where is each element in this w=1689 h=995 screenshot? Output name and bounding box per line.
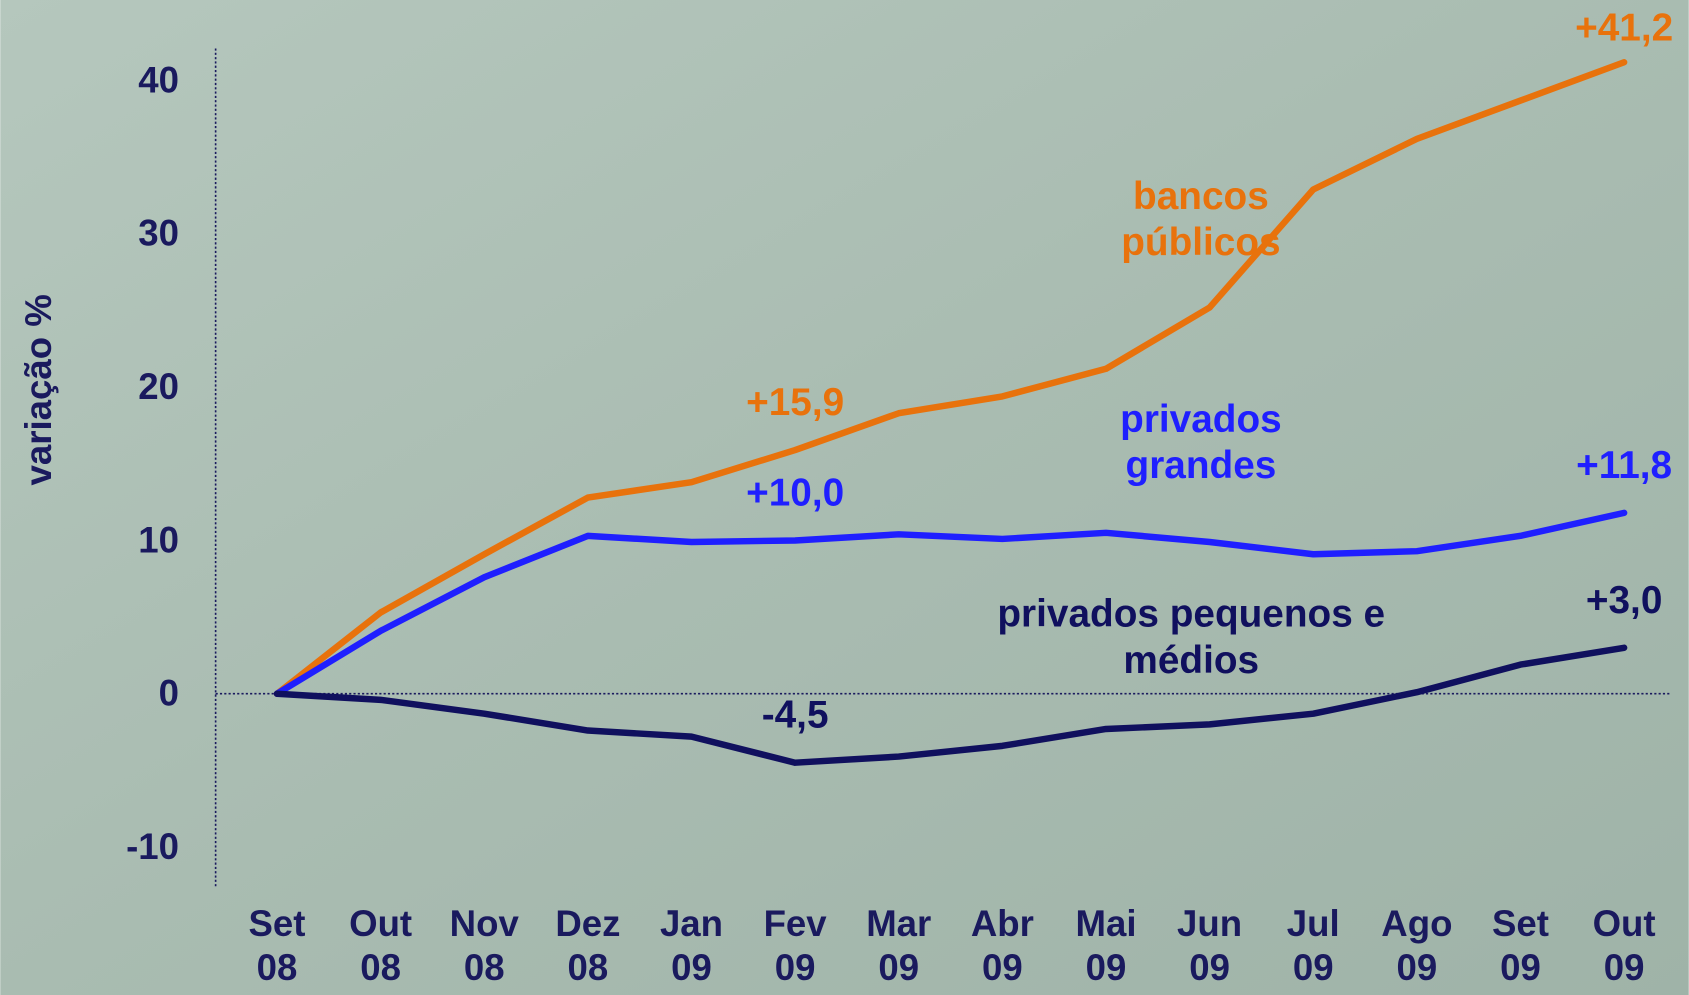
x-tick-label: Out 09 — [1581, 902, 1667, 990]
x-tick-label: Dez 08 — [545, 902, 631, 990]
value-label: +11,8 — [1576, 444, 1672, 487]
value-label: +3,0 — [1586, 579, 1663, 622]
y-tick-label: 30 — [138, 213, 179, 254]
y-tick-label: 0 — [159, 673, 179, 714]
x-tick-label-box: Mar 09 — [856, 902, 942, 995]
x-tick-label-box: Set 09 — [1477, 902, 1563, 995]
x-tick-label: Mar 09 — [856, 902, 942, 990]
y-tick-label: -10 — [126, 826, 179, 867]
x-tick-label-box: Ago 09 — [1374, 902, 1460, 995]
series-name-box: privados grandes — [1082, 395, 1319, 513]
value-label: +15,9 — [746, 381, 844, 424]
x-tick-label-box: Out 09 — [1581, 902, 1667, 995]
x-tick-label-box: Abr 09 — [959, 902, 1045, 995]
x-tick-label: Jul 09 — [1270, 902, 1356, 990]
series-name: bancos públicos — [1082, 172, 1319, 265]
y-tick-label: 10 — [138, 519, 179, 560]
x-tick-label-box: Mai 09 — [1063, 902, 1149, 995]
chart: variação % -10 0 10 20 30 40 Set 08Out 08Nov 0… — [0, 0, 1689, 995]
x-tick-label-box: Nov 08 — [441, 902, 527, 995]
x-tick-label-box: Jan 09 — [648, 902, 734, 995]
page: variação % -10 0 10 20 30 40 Set 08Out 08Nov 0… — [0, 0, 1689, 995]
value-label: -4,5 — [762, 694, 829, 737]
x-tick-label: Set 09 — [1477, 902, 1563, 990]
x-tick-label: Abr 09 — [959, 902, 1045, 990]
x-tick-label-box: Out 08 — [338, 902, 424, 995]
x-tick-label: Mai 09 — [1063, 902, 1149, 990]
y-tick-label: 20 — [138, 366, 179, 407]
series-name: privados pequenos e médios — [954, 590, 1428, 683]
series-name: privados grandes — [1082, 395, 1319, 488]
series-name-box: privados pequenos e médios — [954, 590, 1428, 708]
y-axis-label: variação % — [18, 294, 59, 485]
x-tick-label: Ago 09 — [1374, 902, 1460, 990]
x-tick-label: Out 08 — [338, 902, 424, 990]
value-label: +10,0 — [746, 471, 844, 514]
x-tick-label-box: Jul 09 — [1270, 902, 1356, 995]
x-tick-label: Jun 09 — [1167, 902, 1253, 990]
x-tick-label: Set 08 — [234, 902, 320, 990]
x-tick-label-box: Dez 08 — [545, 902, 631, 995]
x-tick-label-box: Fev 09 — [752, 902, 838, 995]
x-tick-label: Fev 09 — [752, 902, 838, 990]
x-tick-label-box: Set 08 — [234, 902, 320, 995]
y-tick-label: 40 — [138, 59, 179, 100]
x-tick-label: Nov 08 — [441, 902, 527, 990]
x-tick-label: Jan 09 — [648, 902, 734, 990]
x-tick-label-box: Jun 09 — [1167, 902, 1253, 995]
background — [0, 0, 1688, 995]
series-name-box: bancos públicos — [1082, 172, 1319, 290]
value-label: +41,2 — [1575, 6, 1673, 49]
